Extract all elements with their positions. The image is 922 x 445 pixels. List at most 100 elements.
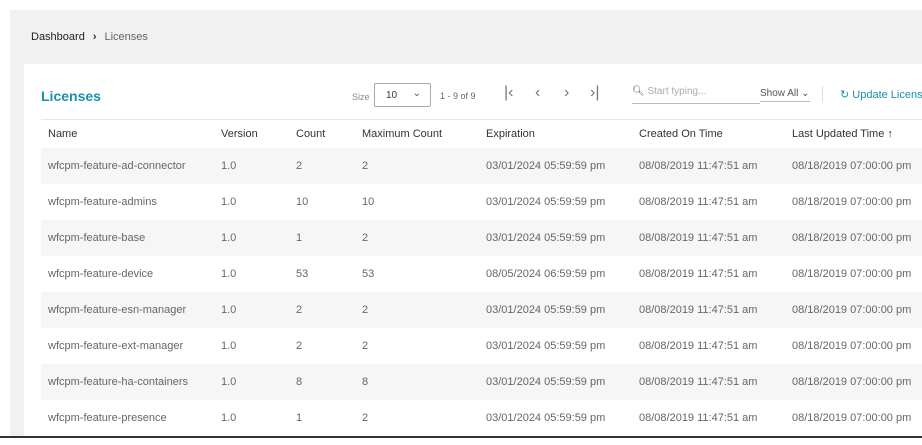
table-cell: wfcpm-feature-device	[48, 268, 154, 280]
table-cell: 1.0	[221, 196, 237, 208]
table-row[interactable]: wfcpm-feature-presence 1.0 1 2 03/01/2024 05…	[41, 400, 922, 436]
table-cell: 1.0	[214, 364, 289, 400]
next-page[interactable]: ›	[564, 84, 570, 101]
size-select[interactable]: 10 ⌄	[374, 83, 431, 107]
column-header[interactable]: Created On Time	[632, 119, 785, 148]
table-cell: 03/01/2024 05:59:59 pm	[479, 292, 632, 328]
bottom-border	[0, 436, 922, 438]
table-cell: 03/01/2024 05:59:59 pm	[486, 196, 606, 208]
table-cell: 03/01/2024 05:59:59 pm	[479, 148, 632, 184]
breadcrumb: Dashboard › Licenses	[31, 31, 148, 43]
table-cell: 08/08/2019 11:47:51 am	[639, 340, 758, 352]
table-body: wfcpm-feature-ad-connector 1.0 2 2 03/01/202…	[41, 148, 922, 436]
column-header[interactable]: Expiration	[479, 119, 632, 148]
sort-icon: ↑	[884, 128, 893, 140]
table-cell: 1	[296, 412, 303, 424]
table-cell: wfcpm-feature-presence	[48, 412, 167, 424]
table-cell: 08/18/2019 07:00:00 pm	[792, 268, 912, 280]
table-cell: wfcpm-feature-ext-manager	[48, 340, 184, 352]
table-cell: 08/18/2019 07:00:00 pm	[785, 220, 922, 256]
last-page[interactable]: ›|	[590, 84, 600, 101]
table-cell: 10	[362, 196, 375, 208]
table-cell: 08/18/2019 07:00:00 pm	[792, 340, 912, 352]
breadcrumb-separator: ›	[92, 31, 97, 43]
table-cell: 1	[289, 220, 355, 256]
update-label: Update Licenses	[852, 89, 922, 101]
table-cell: 53	[362, 268, 375, 280]
table-row[interactable]: wfcpm-feature-admins 1.0 10 10 03/01/2024 05…	[41, 184, 922, 220]
table-row[interactable]: wfcpm-feature-ha-containers 1.0 8 8 03/01/20…	[41, 364, 922, 400]
filter-select[interactable]: Show All ⌄	[760, 88, 810, 102]
table-cell: 08/18/2019 07:00:00 pm	[785, 364, 922, 400]
breadcrumb-link[interactable]: Dashboard	[31, 31, 85, 43]
app: Dashboard › Licenses Licenses Size 10 ⌄ 1 -…	[10, 10, 922, 437]
size-label: Size	[352, 92, 370, 102]
table-cell: 2	[362, 412, 369, 424]
column-header[interactable]: Name	[41, 119, 214, 148]
table-cell: 08/08/2019 11:47:51 am	[639, 412, 758, 424]
table-cell: 08/08/2019 11:47:51 am	[632, 148, 785, 184]
table-cell: 53	[296, 268, 309, 280]
table-cell: wfcpm-feature-base	[41, 220, 214, 256]
header-row: Name Version Count Maximum Count Expiration C…	[41, 119, 922, 148]
column-header[interactable]: Maximum Count	[355, 119, 479, 148]
table-row[interactable]: wfcpm-feature-esn-manager 1.0 2 2 03/01/2024…	[41, 292, 922, 328]
table-cell: 2	[296, 340, 303, 352]
separator	[822, 86, 823, 102]
column-header[interactable]: Version	[214, 119, 289, 148]
column-header[interactable]: Count	[289, 119, 355, 148]
licenses-table: Name Version Count Maximum Count Expiration C…	[41, 119, 922, 436]
table-cell: 8	[355, 364, 479, 400]
chevron: ⌄	[412, 88, 421, 99]
table-row[interactable]: wfcpm-feature-base 1.0 1 2 03/01/2024 05:59:…	[41, 220, 922, 256]
panel: Licenses Size 10 ⌄ 1 - 9 of 9 |‹ ‹ › ›| 🔍…	[24, 64, 922, 437]
table-cell: 08/08/2019 11:47:51 am	[632, 292, 785, 328]
table-row[interactable]: wfcpm-feature-ad-connector 1.0 2 2 03/01/202…	[41, 148, 922, 184]
table-cell: 8	[289, 364, 355, 400]
table-cell: wfcpm-feature-esn-manager	[41, 292, 214, 328]
table-cell: 03/01/2024 05:59:59 pm	[486, 340, 606, 352]
table-cell: 08/18/2019 07:00:00 pm	[792, 412, 912, 424]
size-value: 10	[386, 90, 398, 101]
table-cell: 1.0	[221, 340, 237, 352]
filter-label: Show All	[760, 88, 799, 99]
search-icon: 🔍︎	[632, 86, 645, 97]
table-cell: 08/08/2019 11:47:51 am	[632, 364, 785, 400]
search-box[interactable]: 🔍︎ Start typing...	[632, 86, 760, 104]
table-cell: 08/18/2019 07:00:00 pm	[785, 292, 922, 328]
table-cell: wfcpm-feature-ha-containers	[41, 364, 214, 400]
table-cell: 03/01/2024 05:59:59 pm	[479, 364, 632, 400]
table-cell: 08/05/2024 06:59:59 pm	[486, 268, 606, 280]
table-cell: 2	[289, 148, 355, 184]
table-cell: 03/01/2024 05:59:59 pm	[486, 412, 606, 424]
search-placeholder: Start typing...	[647, 86, 707, 97]
table-cell: 08/08/2019 11:47:51 am	[632, 220, 785, 256]
table-cell: 08/18/2019 07:00:00 pm	[785, 148, 922, 184]
table-cell: 2	[362, 340, 369, 352]
panel-title: Licenses	[41, 88, 101, 104]
breadcrumb-current: Licenses	[104, 31, 148, 43]
table-cell: wfcpm-feature-admins	[48, 196, 157, 208]
first-page[interactable]: |‹	[504, 84, 514, 101]
table-cell: 2	[289, 292, 355, 328]
table-cell: 1.0	[221, 412, 237, 424]
table-cell: 08/08/2019 11:47:51 am	[639, 268, 758, 280]
table-row[interactable]: wfcpm-feature-device 1.0 53 53 08/05/2024 06…	[41, 256, 922, 292]
update-button[interactable]: ↻ Update Licenses	[840, 88, 922, 101]
column-header[interactable]: Last Updated Time ↑	[785, 119, 922, 148]
table-cell: 1.0	[214, 292, 289, 328]
table-row[interactable]: wfcpm-feature-ext-manager 1.0 2 2 03/01/2024…	[41, 328, 922, 364]
prev-page[interactable]: ‹	[535, 84, 541, 101]
table-cell: 2	[355, 220, 479, 256]
table-cell: wfcpm-feature-ad-connector	[41, 148, 214, 184]
table-cell: 10	[296, 196, 309, 208]
table-cell: 1.0	[214, 220, 289, 256]
table-cell: 2	[355, 292, 479, 328]
table-cell: 03/01/2024 05:59:59 pm	[479, 220, 632, 256]
range-label: 1 - 9 of 9	[440, 91, 476, 101]
table-cell: 08/08/2019 11:47:51 am	[639, 196, 758, 208]
table-cell: 2	[355, 148, 479, 184]
table-cell: 08/18/2019 07:00:00 pm	[792, 196, 912, 208]
table-cell: 1.0	[214, 148, 289, 184]
